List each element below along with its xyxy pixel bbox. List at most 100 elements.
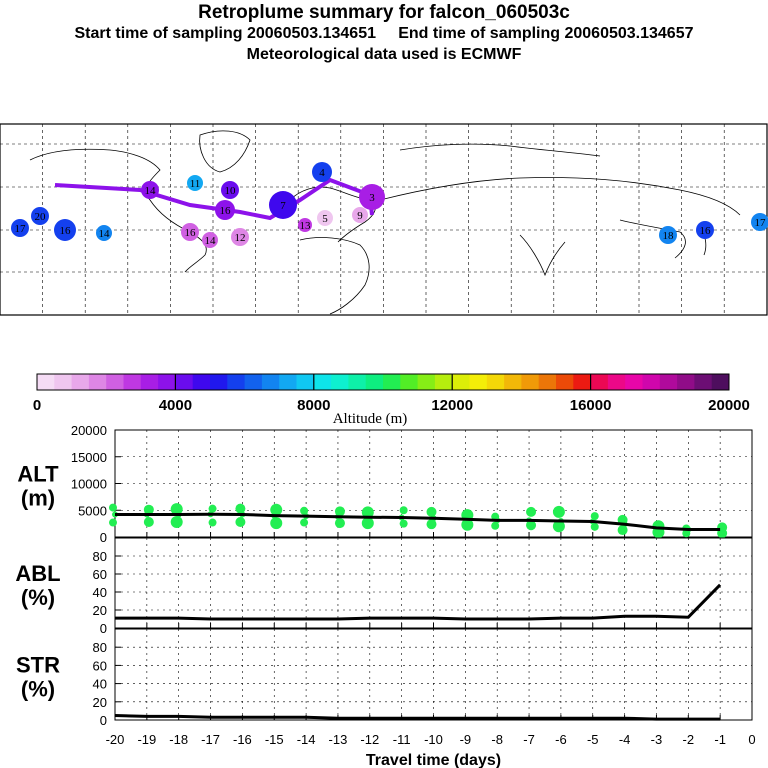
x-tick-label: -6	[555, 732, 567, 747]
y-tick-label: 60	[93, 567, 107, 582]
colorbar-swatch	[244, 374, 263, 390]
alt-spread-point	[399, 506, 408, 515]
plume-marker-label: 13	[300, 220, 312, 232]
altitude-colorbar: 0 4000 8000 12000 16000 20000 Altitude (m)	[33, 373, 750, 427]
plume-marker-label: 12	[235, 232, 246, 244]
plume-marker: 3	[359, 184, 385, 210]
plume-marker-circle	[31, 207, 49, 225]
plume-marker-circle	[141, 181, 159, 199]
colorbar-swatch	[607, 374, 626, 390]
plume-marker-label: 17	[755, 217, 767, 229]
colorbar-swatch	[71, 374, 90, 390]
plume-marker: 14	[96, 225, 112, 241]
y-tick-label: 40	[93, 585, 107, 600]
plume-marker: 14	[141, 181, 159, 199]
plume-marker-label: 14	[205, 235, 217, 247]
colorbar-tick-label: 12000	[431, 397, 473, 414]
plume-marker-label: 16	[60, 225, 72, 237]
plume-marker-label: 14	[145, 185, 157, 197]
colorbar-tick-label: 4000	[159, 397, 192, 414]
x-tick-label: 0	[748, 732, 755, 747]
colorbar-swatch	[659, 374, 678, 390]
alt-spread-point	[300, 518, 309, 527]
y-tick-label: 20	[93, 603, 107, 618]
y-tick-label: 20	[93, 695, 107, 710]
plume-marker-label: 5	[322, 213, 328, 225]
y-tick-label: 15000	[71, 450, 107, 465]
alt-spread-point	[426, 519, 437, 530]
plume-marker-circle	[269, 191, 297, 219]
x-tick-label: -18	[169, 732, 188, 747]
colorbar-swatch	[590, 374, 609, 390]
colorbar-swatch	[106, 374, 124, 390]
plume-marker-circle	[659, 226, 677, 244]
plume-marker: 20	[31, 207, 49, 225]
plume-marker-circle	[751, 213, 768, 231]
colorbar-swatch	[625, 374, 643, 390]
panel-ylabel-line1: ABL	[15, 561, 60, 586]
x-tick-label: -1	[714, 732, 726, 747]
plume-marker-label: 16	[220, 205, 232, 217]
plume-marker: 16	[696, 221, 714, 239]
plume-markers: 20 16 14 14 16 10 11 16 14 12 13 9 7 4 5 3 17 18 16 17	[11, 162, 768, 248]
plume-marker-circle	[181, 223, 199, 241]
alt-spread-point	[300, 506, 309, 515]
x-tick-label: -15	[265, 732, 284, 747]
x-tick-label: -17	[201, 732, 220, 747]
colorbar-swatch	[417, 374, 436, 390]
plume-marker: 12	[231, 228, 249, 246]
colorbar-swatch	[313, 374, 332, 390]
plume-marker-circle	[54, 219, 76, 241]
panel-ylabel-line2: (%)	[21, 677, 55, 702]
alt-spread-point	[526, 506, 537, 517]
x-tick-label: -8	[491, 732, 503, 747]
colorbar-tick-label: 16000	[570, 397, 612, 414]
alt-spread-point	[491, 521, 500, 530]
x-tick-label: -7	[523, 732, 535, 747]
colorbar-swatch	[573, 374, 591, 390]
colorbar-swatch	[469, 374, 488, 390]
plume-marker: 11	[187, 175, 203, 191]
colorbar-swatch	[504, 374, 522, 390]
alt-spread-point	[590, 522, 599, 531]
x-tick-label: -16	[233, 732, 252, 747]
x-tick-label: -9	[460, 732, 472, 747]
alt-spread-point	[617, 525, 628, 536]
met-data-label: Meteorological data used is ECMWF	[246, 46, 522, 63]
plume-marker: 7	[269, 191, 297, 219]
panel-abl: 80 60 40 20 0 ABL(%)	[15, 537, 753, 636]
x-axis-label: Travel time (days)	[366, 752, 501, 768]
colorbar-swatch	[642, 374, 661, 390]
y-tick-label: 80	[93, 640, 107, 655]
x-tick-label: -4	[619, 732, 631, 747]
y-tick-label: 10000	[71, 477, 107, 492]
plume-marker-label: 7	[280, 200, 286, 212]
x-tick-label: -3	[651, 732, 663, 747]
colorbar-swatch	[227, 374, 245, 390]
colorbar-swatch	[452, 374, 470, 390]
colorbar-swatch	[383, 374, 401, 390]
x-tick-label: -5	[587, 732, 599, 747]
x-tick-label: -20	[106, 732, 125, 747]
sampling-times: Start time of sampling 20060503.134651 E…	[0, 25, 768, 43]
coastline-east-asia	[619, 219, 686, 259]
y-tick-label: 20000	[71, 423, 107, 438]
plume-marker-circle	[298, 218, 312, 232]
coastline-greenland	[199, 130, 251, 173]
colorbar-swatch	[486, 374, 505, 390]
plume-marker-circle	[312, 162, 332, 182]
colorbar-label: Altitude (m)	[333, 411, 408, 427]
y-tick-label: 0	[100, 530, 107, 545]
alt-spread-point	[235, 503, 246, 514]
series-line-abl	[115, 583, 722, 621]
panel-ylabel-line2: (%)	[21, 585, 55, 610]
alt-spread-point	[170, 516, 183, 529]
colorbar-swatch	[175, 374, 194, 390]
plume-marker: 18	[659, 226, 677, 244]
panel-ylabel-line1: STR	[16, 653, 60, 678]
colorbar-tick-label: 0	[33, 397, 41, 414]
colorbar-tick-label: 8000	[297, 397, 330, 414]
colorbar-swatch	[192, 374, 211, 390]
plume-marker-circle	[696, 221, 714, 239]
